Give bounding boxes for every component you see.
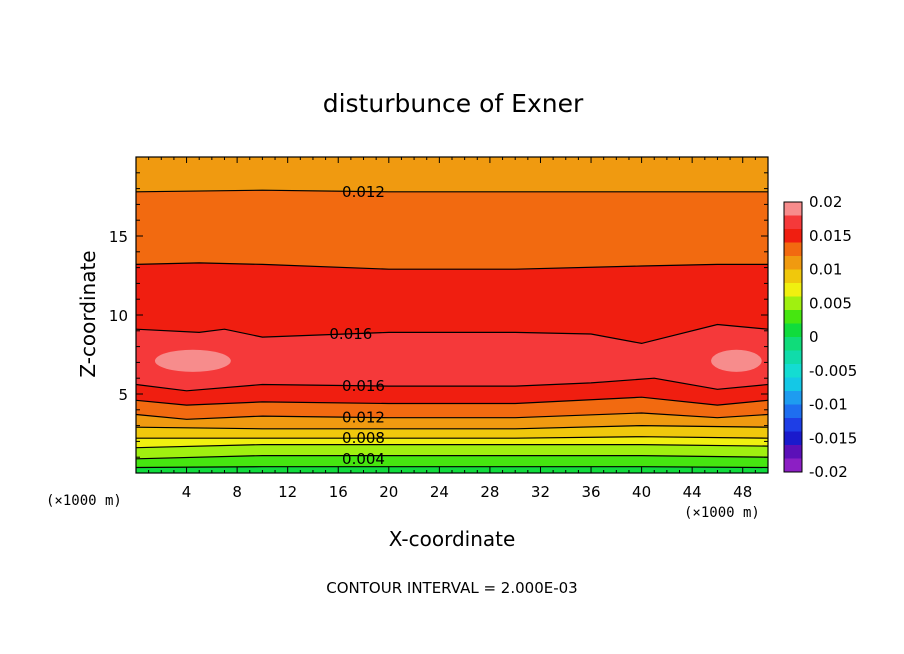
- contour-line-5: [136, 412, 768, 420]
- colorbar-swatch-12: [784, 296, 802, 310]
- chart-title: disturbunce of Exner: [323, 89, 584, 118]
- colorbar-swatch-14: [784, 269, 802, 283]
- contour-line-7: [136, 377, 768, 392]
- x-tick-label-11: 48: [733, 483, 752, 501]
- contour-line-6: [136, 396, 768, 406]
- colorbar-label-2: 0.01: [809, 261, 842, 279]
- colorbar-swatch-3: [784, 418, 802, 432]
- contour-line-2: [136, 444, 768, 449]
- colorbar-swatch-15: [784, 256, 802, 270]
- x-tick-label-6: 28: [480, 483, 499, 501]
- colorbar-label-6: -0.01: [809, 396, 848, 414]
- x-tick-label-5: 24: [430, 483, 449, 501]
- x-tick-label-1: 8: [232, 483, 242, 501]
- x-tick-label-8: 36: [581, 483, 600, 501]
- colorbar-label-1: 0.015: [809, 227, 852, 245]
- x-axis-title: X-coordinate: [389, 527, 516, 551]
- y-axis-title: Z-coordinate: [76, 250, 100, 377]
- x-tick-label-7: 32: [531, 483, 550, 501]
- colorbar-label-4: 0: [809, 328, 819, 346]
- y-tick-label-0: 5: [118, 386, 128, 404]
- colorbar-label-8: -0.02: [809, 463, 848, 481]
- contour-label-3: 0.012: [342, 409, 385, 427]
- contour-label-2: 0.016: [342, 377, 385, 395]
- colorbar-swatch-5: [784, 391, 802, 405]
- maximum-blob-1: [711, 349, 762, 372]
- y-tick-label-2: 15: [109, 228, 128, 246]
- colorbar-swatch-0: [784, 458, 802, 472]
- colorbar-label-3: 0.005: [809, 294, 852, 312]
- contour-label-4: 0.008: [342, 429, 385, 447]
- x-tick-label-9: 40: [632, 483, 651, 501]
- contour-line-0: [136, 466, 768, 469]
- maximum-blob-0: [154, 349, 231, 372]
- x-tick-label-3: 16: [329, 483, 348, 501]
- colorbar-label-0: 0.02: [809, 193, 842, 211]
- contour-label-1: 0.016: [329, 325, 372, 343]
- colorbar-swatch-13: [784, 283, 802, 297]
- upper-fill-5: [136, 157, 768, 192]
- contour-label-0: 0.012: [342, 183, 385, 201]
- colorbar-swatch-2: [784, 431, 802, 445]
- colorbar-swatch-16: [784, 242, 802, 256]
- colorbar-label-7: -0.015: [809, 429, 857, 447]
- x-tick-label-0: 4: [182, 483, 192, 501]
- colorbar-label-5: -0.005: [809, 362, 857, 380]
- colorbar-swatch-9: [784, 337, 802, 351]
- colorbar-frame: [783, 201, 803, 473]
- contour-label-5: 0.004: [342, 450, 385, 468]
- contour-interval-note: CONTOUR INTERVAL = 2.000E-03: [326, 579, 577, 597]
- colorbar-swatch-6: [784, 377, 802, 391]
- colorbar-swatch-17: [784, 229, 802, 243]
- x-tick-label-4: 20: [379, 483, 398, 501]
- colorbar-swatch-7: [784, 364, 802, 378]
- x-tick-label-2: 12: [278, 483, 297, 501]
- contour-line-10: [136, 189, 768, 193]
- colorbar-swatch-8: [784, 350, 802, 364]
- colorbar-swatch-11: [784, 310, 802, 324]
- contour-line-3: [136, 436, 768, 439]
- colorbar-swatch-19: [784, 202, 802, 216]
- x-unit-right: (×1000 m): [684, 505, 760, 521]
- x-tick-label-10: 44: [683, 483, 702, 501]
- colorbar: 0.02 0.015 0.01 0.005 0 -0.005 -0.01 -0.015 -0.0…: [783, 193, 857, 481]
- y-tick-label-1: 10: [109, 307, 128, 325]
- contour-line-1: [136, 455, 768, 460]
- contour-line-8: [136, 323, 768, 345]
- colorbar-swatch-1: [784, 445, 802, 459]
- colorbar-swatch-18: [784, 215, 802, 229]
- colorbar-swatch-4: [784, 404, 802, 418]
- x-unit-left: (×1000 m): [46, 493, 122, 509]
- colorbar-swatch-10: [784, 323, 802, 337]
- contour-line-4: [136, 424, 768, 430]
- contour-line-9: [136, 262, 768, 270]
